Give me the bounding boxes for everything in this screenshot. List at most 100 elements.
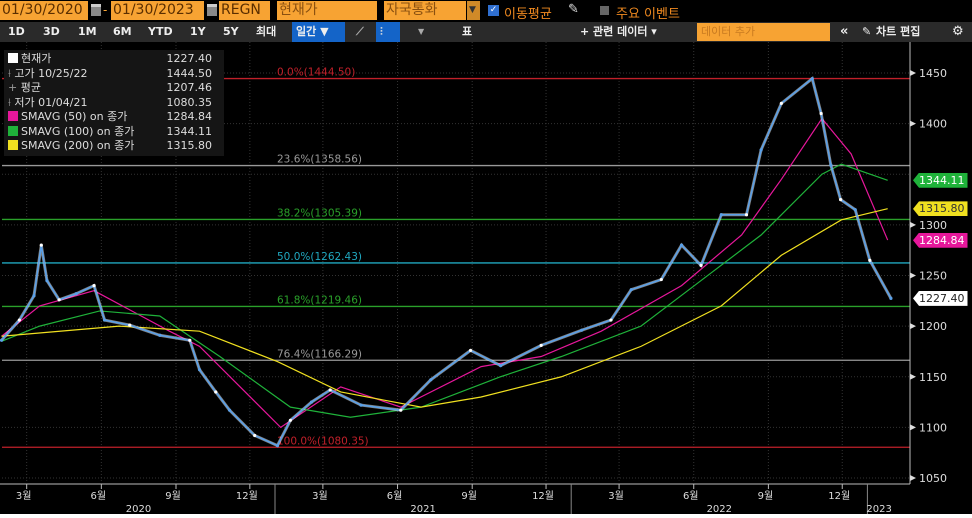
start-date-input[interactable]: 01/30/2020 (0, 1, 88, 20)
chart-legend: 현재가 1227.40 ⟊ 고가 10/25/22 1444.50 + 평균 1207.4… (4, 50, 224, 156)
price-point (17, 318, 21, 322)
moving-average-checkbox[interactable]: ✓ (488, 5, 499, 16)
y-tick-label: 1250 (919, 270, 947, 283)
legend-item[interactable]: ⟊ 저가 01/04/21 1080.35 (8, 96, 218, 110)
y-tick-label: 1400 (919, 118, 947, 131)
x-tick-label: 12월 (532, 490, 554, 502)
legend-label: 저가 01/04/21 (14, 95, 88, 109)
calendar-icon[interactable] (91, 4, 101, 16)
x-year-label: 2023 (866, 504, 891, 514)
price-point (829, 163, 833, 167)
high-marker-icon: ⟊ (8, 66, 15, 80)
legend-item[interactable]: SMAVG (200) on 종가 1315.80 (8, 139, 218, 153)
x-year-label: 2022 (707, 504, 732, 514)
average-marker-icon: + (8, 81, 21, 94)
sma-line-1 (1, 163, 888, 418)
x-year-label: 2020 (126, 504, 151, 514)
chart-toolbar: 1D 3D 1M 6M YTD 1Y 5Y 최대 일간 ▼ ⟋ ⫶ ▼ 표 + … (0, 22, 972, 42)
x-tick-label: 6월 (683, 490, 699, 502)
add-data-input[interactable]: 데이터 추가 (697, 23, 830, 41)
pencil-icon[interactable]: ✎ (568, 2, 579, 17)
sma-line-2 (1, 208, 888, 408)
fibonacci-label: 23.6%(1358.56) (277, 154, 362, 166)
price-point (158, 333, 162, 337)
table-button[interactable]: 표 (462, 25, 473, 38)
range-3d[interactable]: 3D (43, 25, 60, 38)
legend-label: SMAVG (100) on 종가 (21, 124, 135, 138)
period-select[interactable]: 일간 ▼ (292, 22, 345, 42)
y-tick (910, 272, 916, 279)
price-point (288, 418, 293, 422)
legend-item[interactable]: 현재가 1227.40 (8, 52, 218, 66)
price-point (359, 403, 363, 407)
price-chart: 0.0%(1444.50) 23.6%(1358.56) 38.2%(1305.39… (0, 42, 947, 514)
price-point (253, 433, 257, 438)
y-tick (910, 323, 916, 330)
pencil-icon[interactable]: ✎ (862, 25, 872, 38)
gear-icon[interactable]: ⚙ (952, 24, 964, 39)
price-point (74, 292, 78, 296)
events-label: 주요 이벤트 (616, 7, 680, 22)
legend-item[interactable]: + 평균 1207.46 (8, 81, 218, 95)
legend-item[interactable]: SMAVG (50) on 종가 1284.84 (8, 110, 218, 124)
price-point (328, 388, 332, 392)
line-chart-icon[interactable]: ⟋ (356, 25, 364, 38)
candlestick-icon[interactable]: ⫶ (376, 22, 400, 42)
chevron-down-icon[interactable]: ▼ (418, 27, 425, 36)
price-point (32, 294, 36, 298)
range-1y[interactable]: 1Y (190, 25, 206, 38)
chevron-down-icon[interactable]: ▼ (467, 1, 480, 20)
price-point (188, 338, 192, 342)
price-point (0, 338, 4, 342)
legend-value: 1284.84 (166, 110, 213, 123)
related-data-button[interactable]: + 관련 데이터 ▾ (580, 25, 657, 38)
legend-value: 1444.50 (166, 66, 213, 80)
range-1m[interactable]: 1M (78, 25, 97, 38)
x-tick-label: 12월 (828, 490, 850, 502)
x-year-label: 2021 (410, 504, 435, 514)
edit-chart-button[interactable]: 차트 편집 (876, 25, 921, 38)
price-point (57, 298, 61, 302)
sma-value-tag: 1315.80 (913, 201, 968, 217)
range-ytd[interactable]: YTD (148, 25, 173, 38)
x-tick-label: 9월 (758, 490, 774, 502)
y-tick-label: 1450 (919, 67, 947, 80)
legend-item[interactable]: SMAVG (100) on 종가 1344.11 (8, 125, 218, 139)
price-point (539, 343, 543, 347)
legend-item[interactable]: ⟊ 고가 10/25/22 1444.50 (8, 67, 218, 81)
collapse-button[interactable]: « (840, 24, 849, 39)
last-price-tag: 1227.40 (913, 290, 968, 306)
legend-value: 1080.35 (166, 95, 213, 109)
price-point (399, 408, 403, 412)
top-bar: 01/30/2020 - 01/30/2023 REGN 현재가 자국통화 ▼ … (0, 0, 972, 22)
y-tick (910, 70, 916, 76)
field-input[interactable]: 현재가 (277, 1, 377, 20)
events-checkbox[interactable] (600, 6, 609, 15)
range-1d[interactable]: 1D (8, 25, 25, 38)
price-point (214, 390, 218, 394)
range-5y[interactable]: 5Y (223, 25, 239, 38)
range-max[interactable]: 최대 (256, 25, 277, 38)
x-tick-label: 3월 (608, 490, 624, 502)
price-point (197, 368, 202, 372)
price-point (759, 148, 763, 152)
price-point (839, 197, 843, 202)
x-tick-label: 6월 (387, 490, 403, 502)
end-date-input[interactable]: 01/30/2023 (111, 1, 204, 20)
low-marker-icon: ⟊ (8, 95, 15, 109)
calendar-icon[interactable] (207, 4, 217, 16)
price-point (889, 296, 893, 300)
sma-line-0 (1, 117, 889, 429)
currency-select[interactable]: 자국통화 (384, 1, 466, 20)
fibonacci-label: 50.0%(1262.43) (277, 251, 362, 263)
y-tick-label: 1300 (919, 219, 947, 232)
x-tick-label: 3월 (16, 490, 32, 502)
legend-label: 고가 10/25/22 (14, 66, 88, 80)
ticker-input[interactable]: REGN (219, 1, 270, 20)
y-tick-label: 1050 (919, 472, 947, 485)
legend-swatch (8, 53, 18, 63)
price-point (580, 328, 584, 332)
range-6m[interactable]: 6M (113, 25, 132, 38)
legend-label: 평균 (20, 81, 41, 94)
